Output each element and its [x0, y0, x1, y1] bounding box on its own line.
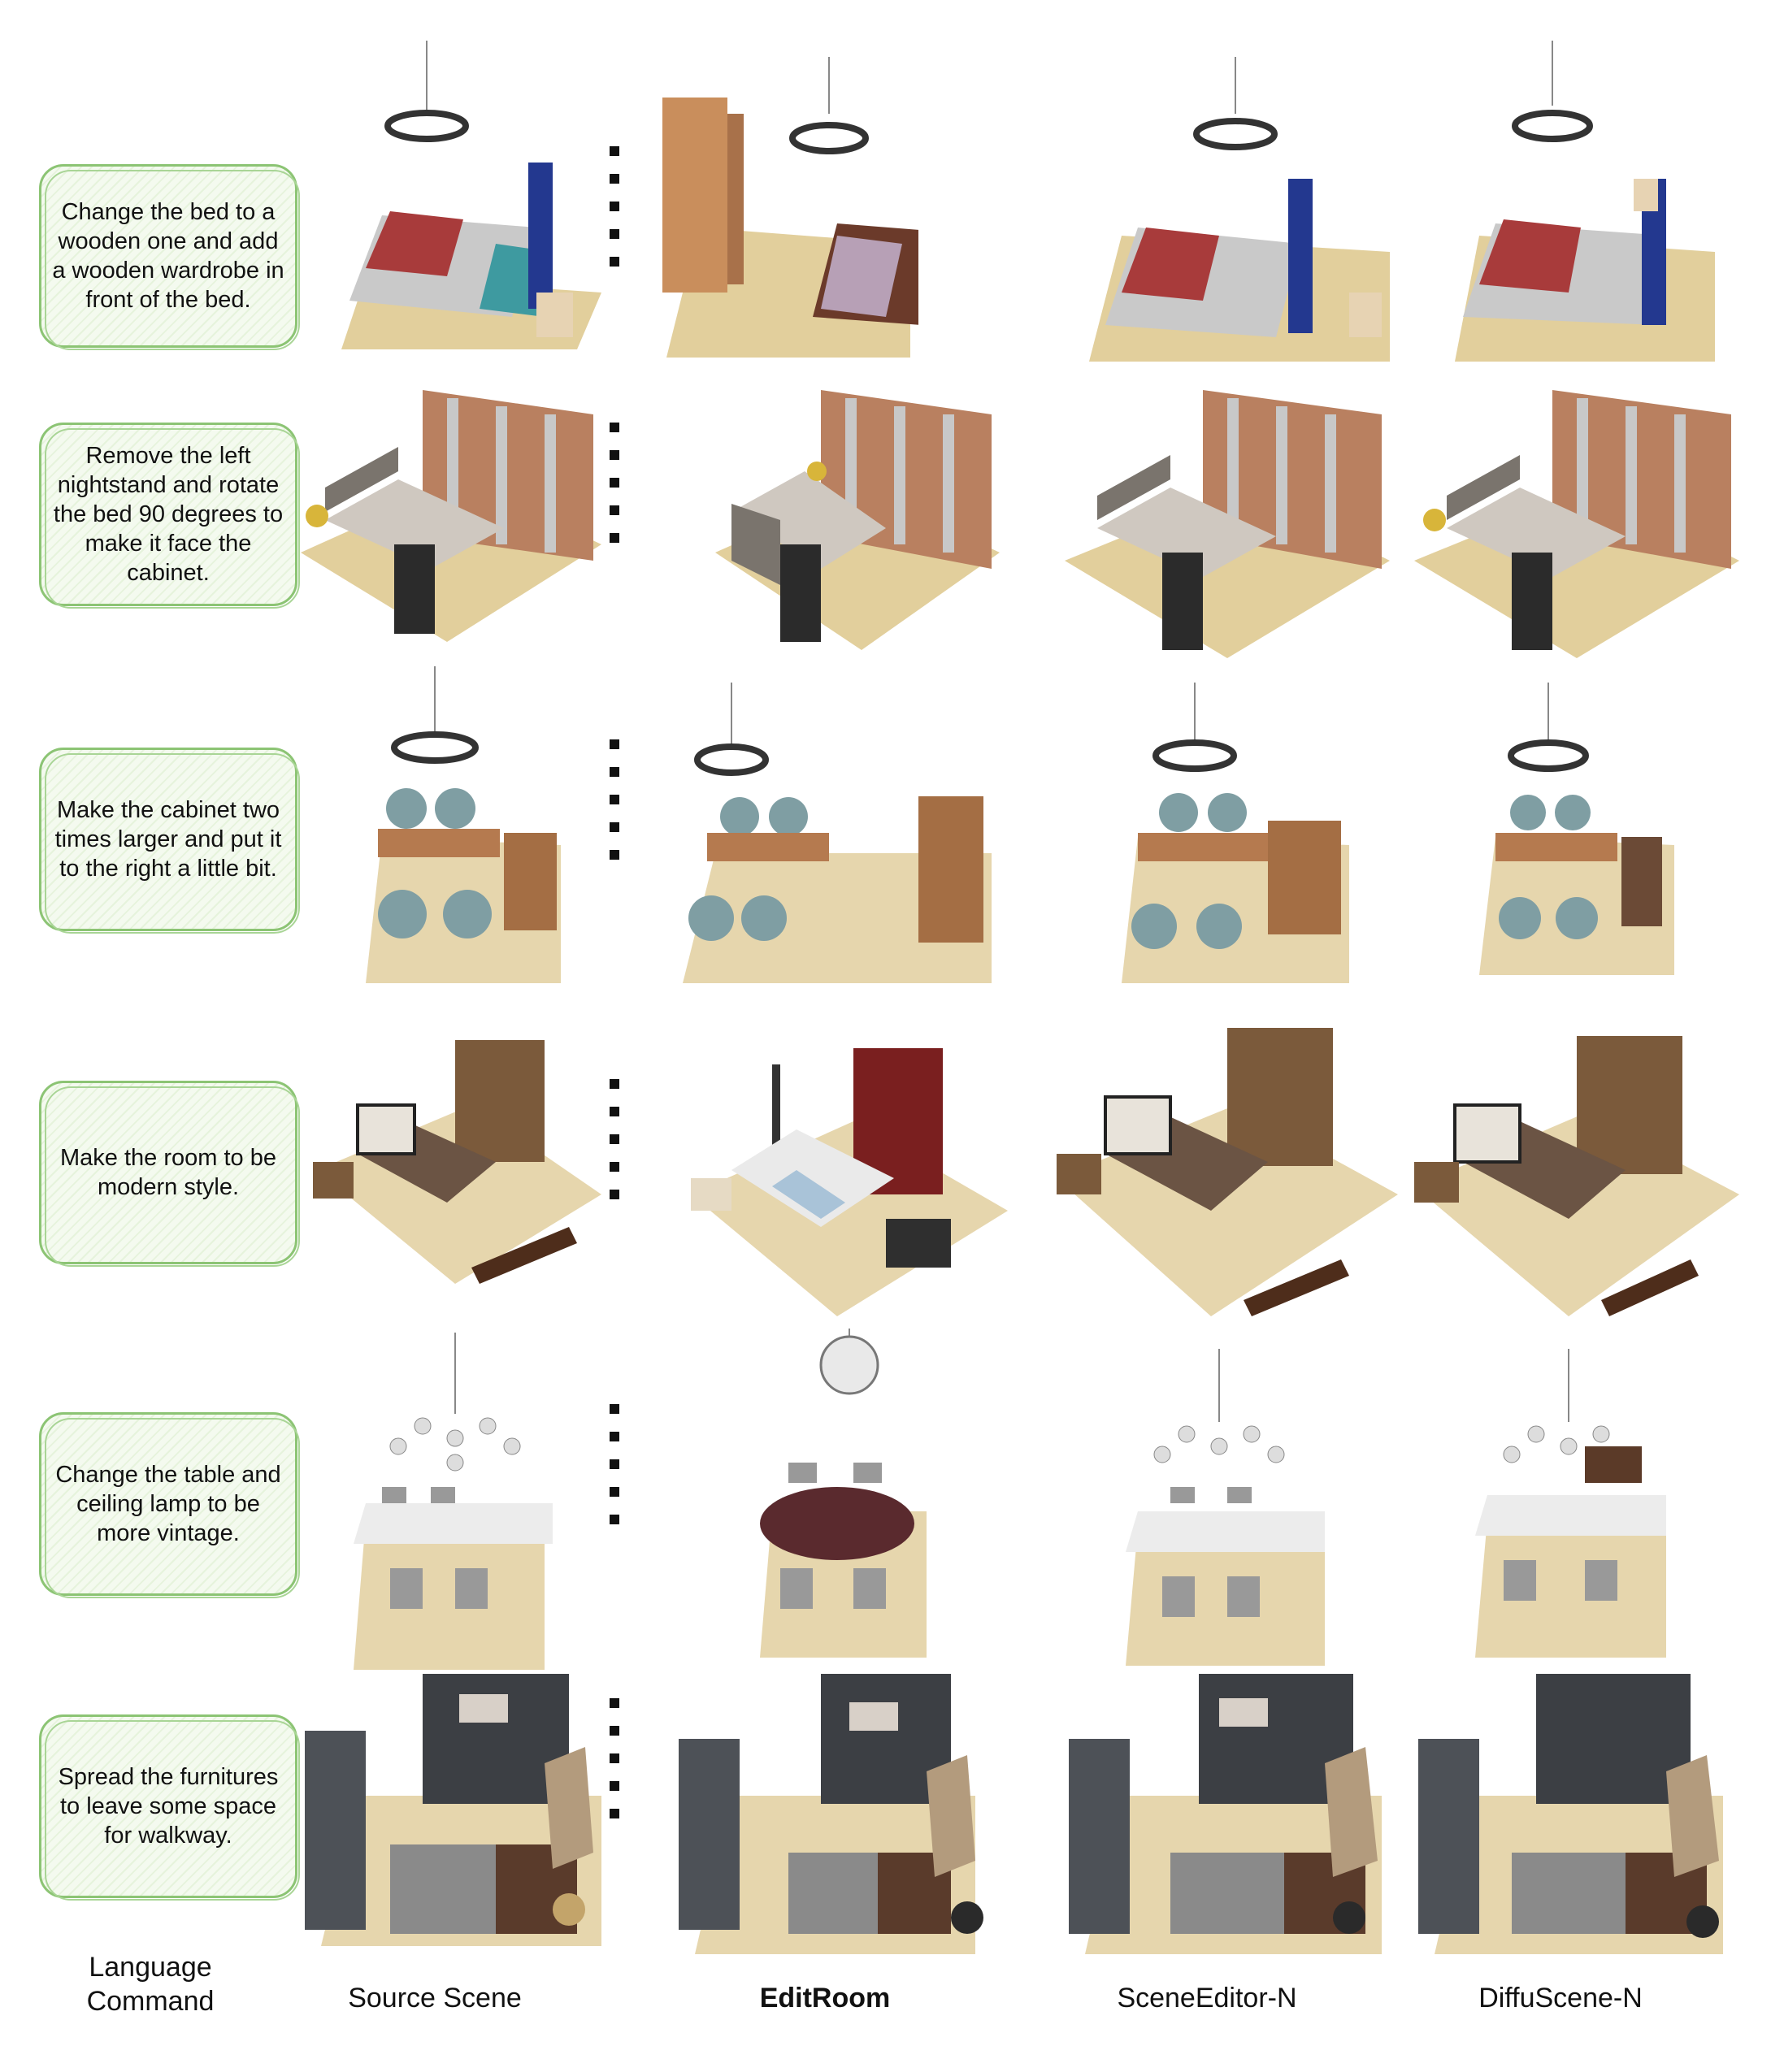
command-box-6: Spread the furnitures to leave some spac…: [39, 1714, 300, 1901]
command-text: Make the room to be modern style.: [60, 1145, 276, 1200]
command-text: Spread the furnitures to leave some spac…: [58, 1764, 279, 1849]
command-text: Change the bed to a wooden one and add a…: [52, 199, 284, 313]
column-label-editroom: EditRoom: [759, 1983, 891, 2013]
command-box-4: Make the room to be modern style.: [39, 1081, 300, 1267]
scene-row3-editroom: [683, 683, 992, 983]
scene-row4-source: [313, 1040, 601, 1284]
column-label-source-scene: Source Scene: [348, 1983, 522, 2013]
scene-row4-sceneeditor: [1057, 1028, 1398, 1316]
scene-row6-editroom: [679, 1674, 983, 1954]
column-label-language-command: Language Command: [86, 1952, 215, 2017]
command-box-2: Remove the left nightstand and rotate th…: [39, 423, 300, 609]
scene-row5-diffuscene: [1475, 1349, 1666, 1658]
scene-row3-diffuscene: [1479, 683, 1674, 975]
separator: [610, 1698, 619, 1836]
scene-row1-diffuscene: [1455, 41, 1715, 362]
column-label-sceneeditor-n: SceneEditor-N: [1117, 1983, 1297, 2013]
scene-row4-editroom: [691, 1048, 1008, 1316]
separator: [610, 1404, 619, 1542]
command-text: Remove the left nightstand and rotate th…: [53, 443, 284, 586]
scene-row2-diffuscene: [1414, 390, 1739, 658]
scene-row2-editroom: [715, 390, 1000, 650]
separator: [610, 423, 619, 561]
column-label-diffuscene-n: DiffuScene-N: [1478, 1983, 1643, 2013]
scene-row5-sceneeditor: [1126, 1349, 1325, 1666]
scene-row3-sceneeditor: [1122, 683, 1349, 983]
scene-row5-editroom: [760, 1329, 927, 1658]
separator: [610, 146, 619, 284]
scene-row1-source: [341, 41, 601, 349]
scene-row6-sceneeditor: [1069, 1674, 1382, 1954]
separator: [610, 1079, 619, 1217]
scene-row6-diffuscene: [1418, 1674, 1723, 1954]
scene-row4-diffuscene: [1414, 1036, 1739, 1316]
command-box-1: Change the bed to a wooden one and add a…: [39, 164, 300, 350]
scene-row1-editroom: [662, 57, 918, 358]
scene-row2-source: [301, 390, 601, 642]
command-text: Change the table and ceiling lamp to be …: [55, 1462, 281, 1546]
scene-row2-sceneeditor: [1065, 390, 1390, 658]
scene-row6-source: [305, 1674, 601, 1946]
separator: [610, 739, 619, 878]
scene-row3-source: [366, 666, 561, 983]
command-text: Make the cabinet two times larger and pu…: [54, 797, 282, 882]
command-box-3: Make the cabinet two times larger and pu…: [39, 748, 300, 934]
scene-row1-sceneeditor: [1089, 57, 1390, 362]
scene-row5-source: [354, 1333, 553, 1670]
command-box-5: Change the table and ceiling lamp to be …: [39, 1412, 300, 1598]
